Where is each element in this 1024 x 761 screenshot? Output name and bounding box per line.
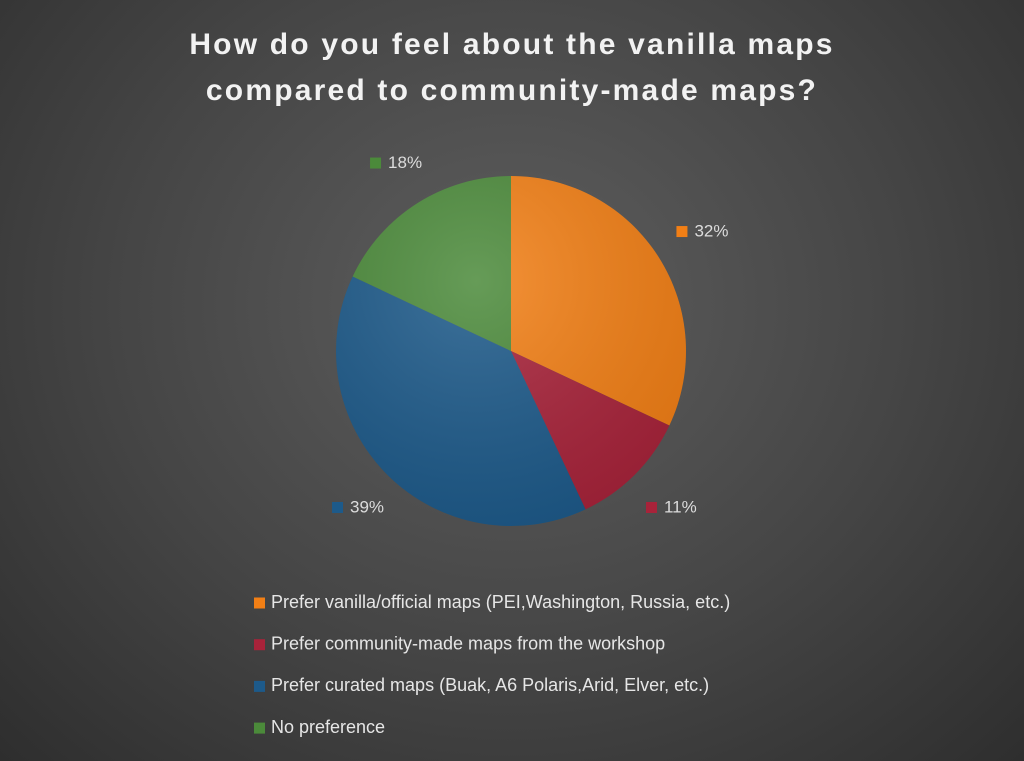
legend-swatch	[254, 639, 265, 651]
legend: Prefer vanilla/official maps (PEI,Washin…	[254, 592, 730, 737]
title-wrap: How do you feel about the vanilla maps c…	[0, 22, 1024, 114]
label-swatch	[645, 501, 657, 513]
label-swatch	[676, 226, 688, 238]
chart-title: How do you feel about the vanilla maps c…	[189, 28, 835, 107]
label-swatch	[370, 157, 382, 169]
legend-label: Prefer curated maps (Buak, A6 Polaris,Ar…	[271, 675, 709, 695]
data-label: 39%	[350, 497, 384, 516]
legend-swatch	[254, 722, 265, 734]
legend-label: Prefer community-made maps from the work…	[271, 633, 665, 653]
data-label: 11%	[664, 497, 697, 516]
legend-label: Prefer vanilla/official maps (PEI,Washin…	[271, 592, 730, 612]
data-label: 32%	[694, 222, 728, 241]
label-swatch	[332, 501, 344, 513]
data-label: 18%	[388, 153, 422, 172]
legend-swatch	[254, 680, 265, 692]
legend-label: No preference	[271, 717, 385, 737]
legend-swatch	[254, 597, 265, 609]
